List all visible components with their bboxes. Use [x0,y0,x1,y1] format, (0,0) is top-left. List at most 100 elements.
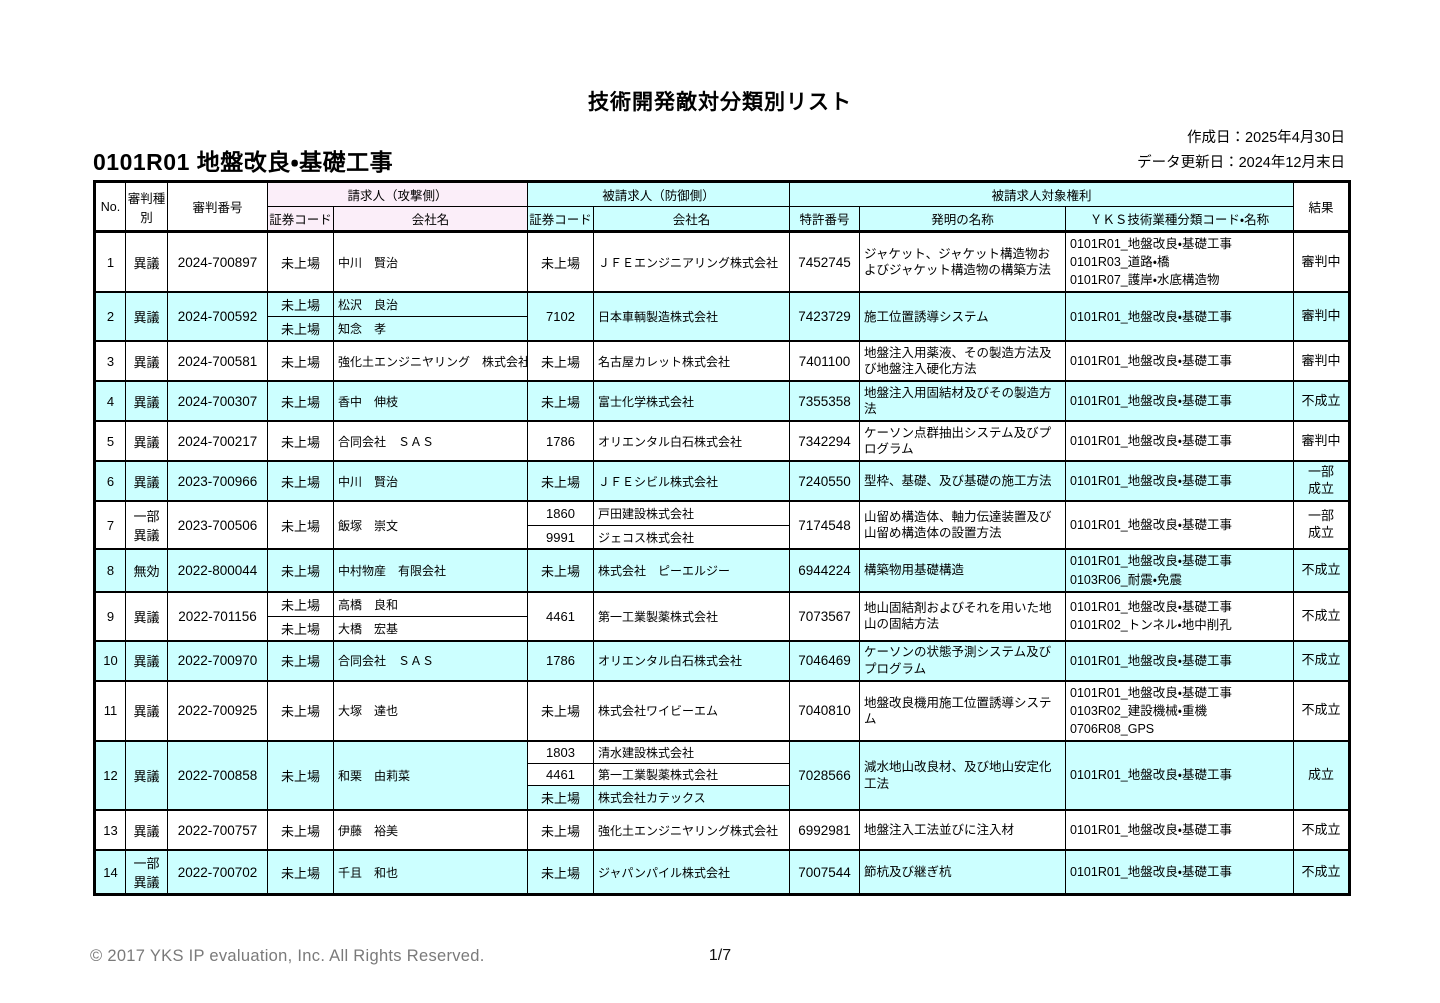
no-cell: 9 [94,590,126,642]
no-cell: 2 [94,291,126,342]
respondent-company-cell: オリエンタル白石株式会社 [593,639,791,682]
yks-cell: 0101R01_地盤改良・基礎工事 0101R03_道路・橋 0101R07_護岸・… [1065,230,1295,293]
respondent-company-cell: ＪＦＥシビル株式会社 [593,460,791,502]
header-no: No. [94,181,126,232]
respondent-company-cell: ジャパンパイル株式会社 [593,849,791,895]
trial-type-cell: 異議 [125,230,168,293]
yks-cell: 0101R01_地盤改良・基礎工事 [1065,639,1295,682]
section-title: 0101R01 地盤改良・基礎工事 [93,149,394,175]
respondent-sec-code-cell: 1803 [527,740,595,764]
no-cell: 7 [94,500,126,550]
no-cell: 13 [94,809,126,851]
respondent-sec-code-cell: 4461 [527,763,595,786]
trial-number-cell: 2024-700217 [167,420,268,462]
patent-number-cell: 7174548 [789,500,861,550]
respondent-sec-code-cell: 未上場 [527,849,595,895]
invention-cell: 型枠、基礎、及び基礎の施工方法 [859,460,1067,502]
claimant-sec-code-cell: 未上場 [267,340,334,382]
no-cell: 1 [94,230,126,293]
invention-cell: 地盤注入用固結材及びその製造方法 [859,380,1067,422]
claimant-sec-code-cell: 未上場 [267,380,334,422]
trial-number-cell: 2022-800044 [167,548,268,593]
no-cell: 8 [94,548,126,593]
respondent-company-cell: ＪＦＥエンジニアリング株式会社 [593,230,791,293]
respondent-sec-code-cell: 7102 [527,291,595,342]
document-title: 技術開発敵対分類別リスト [588,91,852,114]
trial-type-cell: 異議 [125,679,168,742]
yks-cell: 0101R01_地盤改良・基礎工事 [1065,380,1295,422]
result-cell: 一部 成立 [1293,460,1351,502]
trial-number-cell: 2024-700897 [167,230,268,293]
respondent-company-cell: オリエンタル白石株式会社 [593,420,791,462]
created-date: 作成日：2025年4月30日 [1187,130,1345,146]
patent-number-cell: 7040810 [789,679,861,742]
patent-number-cell: 7452745 [789,230,861,293]
table-body: 1 異議 2024-700897 未上場 中川 賢治 未上場 ＪＦＥエンジニアリング株式会社… [94,230,1351,895]
trial-type-cell: 異議 [125,590,168,642]
claimant-company-cell: 高橋 良和 [332,590,529,617]
trial-number-cell: 2022-700925 [167,679,268,742]
claimant-company-cell: 香中 伸枝 [332,380,529,422]
respondent-sec-code-cell: 4461 [527,590,595,642]
invention-cell: 減水地山改良材、及び地山安定化工法 [859,740,1067,811]
claimant-sec-code-cell: 未上場 [267,849,334,895]
result-cell: 不成立 [1293,590,1351,642]
invention-cell: 施工位置誘導システム [859,291,1067,342]
claimant-company-cell: 知念 孝 [332,316,529,342]
invention-cell: ケーソン点群抽出システム及びプログラム [859,420,1067,462]
trial-number-cell: 2022-701156 [167,590,268,642]
claimant-company-cell: 合同会社 ＳＡＳ [332,420,529,462]
yks-class-line: 0101R01_地盤改良・基礎工事 [1070,518,1232,533]
respondent-company-cell: 株式会社 ピーエルジー [593,548,791,593]
yks-cell: 0101R01_地盤改良・基礎工事 [1065,460,1295,502]
claimant-company-cell: 飯塚 崇文 [332,500,529,550]
respondent-company-cell: ジェコス株式会社 [593,524,791,550]
yks-cell: 0101R01_地盤改良・基礎工事 [1065,809,1295,851]
respondent-company-cell: 第一工業製薬株式会社 [593,590,791,642]
respondent-sec-code-cell: 未上場 [527,460,595,502]
claimant-sec-code-cell: 未上場 [267,590,334,617]
trial-number-cell: 2022-700970 [167,639,268,682]
no-cell: 4 [94,380,126,422]
invention-cell: 節杭及び継ぎ杭 [859,849,1067,895]
result-cell: 審判中 [1293,420,1351,462]
trial-number-cell: 2022-700757 [167,809,268,851]
trial-number-cell: 2024-700307 [167,380,268,422]
respondent-sec-code-cell: 1860 [527,500,595,526]
claimant-sec-code-cell: 未上場 [267,316,334,342]
yks-class-line: 0101R01_地盤改良・基礎工事 [1070,864,1232,879]
yks-cell: 0101R01_地盤改良・基礎工事 [1065,740,1295,811]
header-patent-number: 特許番号 [789,206,861,232]
respondent-sec-code-cell: 未上場 [527,809,595,851]
no-cell: 6 [94,460,126,502]
claimant-sec-code-cell: 未上場 [267,615,334,642]
trial-type-cell: 異議 [125,420,168,462]
patent-number-cell: 7046469 [789,639,861,682]
claimant-company-cell: 伊藤 裕美 [332,809,529,851]
no-cell: 5 [94,420,126,462]
header-claimant-sec-code: 証券コード [267,206,334,232]
trial-number-cell: 2023-700506 [167,500,268,550]
claimant-company-cell: 和栗 由莉菜 [332,740,529,811]
respondent-company-cell: 株式会社カテックス [593,785,791,811]
yks-class-line: 0101R01_地盤改良・基礎工事 [1070,685,1232,700]
respondent-company-cell: 株式会社ワイビーエム [593,679,791,742]
result-cell: 不成立 [1293,548,1351,593]
invention-cell: ジャケット、ジャケット構造物およびジャケット構造物の構築方法 [859,230,1067,293]
yks-class-line: 0101R02_トンネル・地中削孔 [1070,618,1232,633]
header-invention: 発明の名称 [859,206,1067,232]
respondent-company-cell: 清水建設株式会社 [593,740,791,764]
result-cell: 不成立 [1293,849,1351,895]
yks-class-line: 0101R01_地盤改良・基礎工事 [1070,474,1232,489]
result-cell: 成立 [1293,740,1351,811]
patent-number-cell: 7423729 [789,291,861,342]
respondent-company-cell: 富士化学株式会社 [593,380,791,422]
yks-cell: 0101R01_地盤改良・基礎工事 [1065,500,1295,550]
patent-number-cell: 7028566 [789,740,861,811]
trial-number-cell: 2024-700581 [167,340,268,382]
trial-number-cell: 2024-700592 [167,291,268,342]
respondent-sec-code-cell: 未上場 [527,340,595,382]
respondent-sec-code-cell: 1786 [527,639,595,682]
yks-cell: 0101R01_地盤改良・基礎工事 [1065,849,1295,895]
yks-cell: 0101R01_地盤改良・基礎工事 0103R02_建設機械・重機 0706R08_… [1065,679,1295,742]
